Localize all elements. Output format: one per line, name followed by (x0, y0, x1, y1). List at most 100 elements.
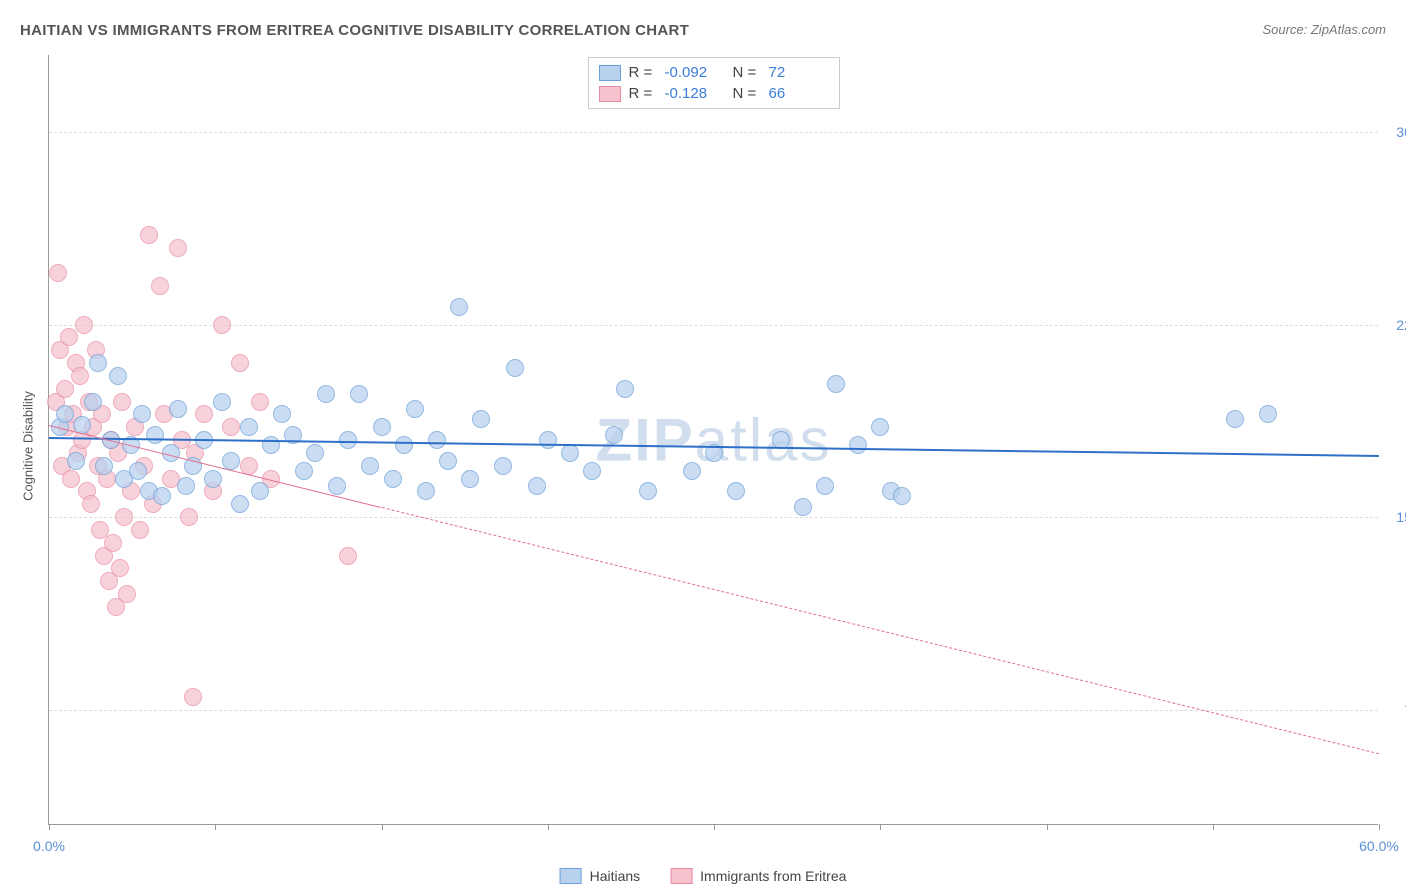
regression-line (381, 507, 1379, 754)
scatter-point (213, 393, 231, 411)
scatter-point (428, 431, 446, 449)
scatter-point (605, 426, 623, 444)
x-tick (1379, 824, 1380, 830)
legend-r-label: R = (629, 64, 657, 81)
scatter-point (251, 482, 269, 500)
scatter-point (111, 559, 129, 577)
scatter-point (461, 470, 479, 488)
gridline (49, 710, 1378, 711)
scatter-point (893, 487, 911, 505)
legend-n-label: N = (733, 85, 761, 102)
y-tick-label: 22.5% (1396, 317, 1406, 333)
plot-area: ZIPatlas R =-0.092N =72R =-0.128N =66 7.… (48, 55, 1378, 825)
x-tick (714, 824, 715, 830)
scatter-point (56, 380, 74, 398)
scatter-point (1226, 410, 1244, 428)
scatter-point (395, 436, 413, 454)
scatter-point (472, 410, 490, 428)
scatter-point (871, 418, 889, 436)
chart-title: HAITIAN VS IMMIGRANTS FROM ERITREA COGNI… (20, 22, 689, 39)
gridline (49, 517, 1378, 518)
legend-swatch (599, 65, 621, 81)
watermark-text: ZIPatlas (595, 405, 831, 474)
legend-series-name: Immigrants from Eritrea (700, 868, 846, 884)
scatter-point (816, 477, 834, 495)
scatter-point (151, 277, 169, 295)
scatter-point (528, 477, 546, 495)
x-tick (382, 824, 383, 830)
scatter-point (306, 444, 324, 462)
legend-r-value: -0.128 (665, 85, 725, 102)
x-tick-label: 60.0% (1359, 838, 1399, 854)
scatter-point (67, 452, 85, 470)
scatter-point (131, 521, 149, 539)
scatter-point (417, 482, 435, 500)
legend-r-value: -0.092 (665, 64, 725, 81)
scatter-point (129, 462, 147, 480)
legend-n-label: N = (733, 64, 761, 81)
scatter-point (240, 418, 258, 436)
scatter-point (95, 457, 113, 475)
x-tick-label: 0.0% (33, 838, 65, 854)
scatter-point (71, 367, 89, 385)
y-tick-label: 15.0% (1396, 509, 1406, 525)
scatter-point (104, 534, 122, 552)
scatter-point (89, 354, 107, 372)
scatter-point (561, 444, 579, 462)
scatter-point (115, 508, 133, 526)
scatter-point (75, 316, 93, 334)
scatter-point (222, 452, 240, 470)
legend-row: R =-0.128N =66 (599, 83, 829, 104)
gridline (49, 325, 1378, 326)
bottom-legend-item: Immigrants from Eritrea (670, 868, 846, 884)
legend-series-name: Haitians (590, 868, 641, 884)
scatter-point (339, 547, 357, 565)
scatter-point (539, 431, 557, 449)
scatter-point (273, 405, 291, 423)
legend-n-value: 72 (769, 64, 829, 81)
scatter-point (361, 457, 379, 475)
scatter-point (204, 470, 222, 488)
scatter-point (251, 393, 269, 411)
scatter-point (84, 393, 102, 411)
scatter-point (639, 482, 657, 500)
scatter-point (169, 400, 187, 418)
scatter-point (213, 316, 231, 334)
x-tick (49, 824, 50, 830)
series-legend: Haitians Immigrants from Eritrea (560, 868, 847, 884)
scatter-point (384, 470, 402, 488)
legend-swatch (599, 86, 621, 102)
scatter-point (153, 487, 171, 505)
correlation-legend: R =-0.092N =72R =-0.128N =66 (588, 57, 840, 109)
scatter-point (184, 688, 202, 706)
scatter-point (450, 298, 468, 316)
scatter-point (109, 367, 127, 385)
scatter-point (683, 462, 701, 480)
scatter-point (827, 375, 845, 393)
scatter-point (727, 482, 745, 500)
scatter-point (146, 426, 164, 444)
scatter-point (406, 400, 424, 418)
scatter-point (1259, 405, 1277, 423)
scatter-point (62, 470, 80, 488)
scatter-point (49, 264, 67, 282)
scatter-point (113, 393, 131, 411)
x-tick (548, 824, 549, 830)
scatter-point (794, 498, 812, 516)
scatter-point (140, 226, 158, 244)
scatter-point (60, 328, 78, 346)
scatter-point (849, 436, 867, 454)
scatter-point (118, 585, 136, 603)
scatter-point (350, 385, 368, 403)
scatter-point (231, 495, 249, 513)
x-tick (1047, 824, 1048, 830)
scatter-point (317, 385, 335, 403)
scatter-point (231, 354, 249, 372)
scatter-point (439, 452, 457, 470)
scatter-point (373, 418, 391, 436)
gridline (49, 132, 1378, 133)
scatter-point (180, 508, 198, 526)
y-tick-label: 30.0% (1396, 124, 1406, 140)
scatter-point (295, 462, 313, 480)
scatter-point (56, 405, 74, 423)
